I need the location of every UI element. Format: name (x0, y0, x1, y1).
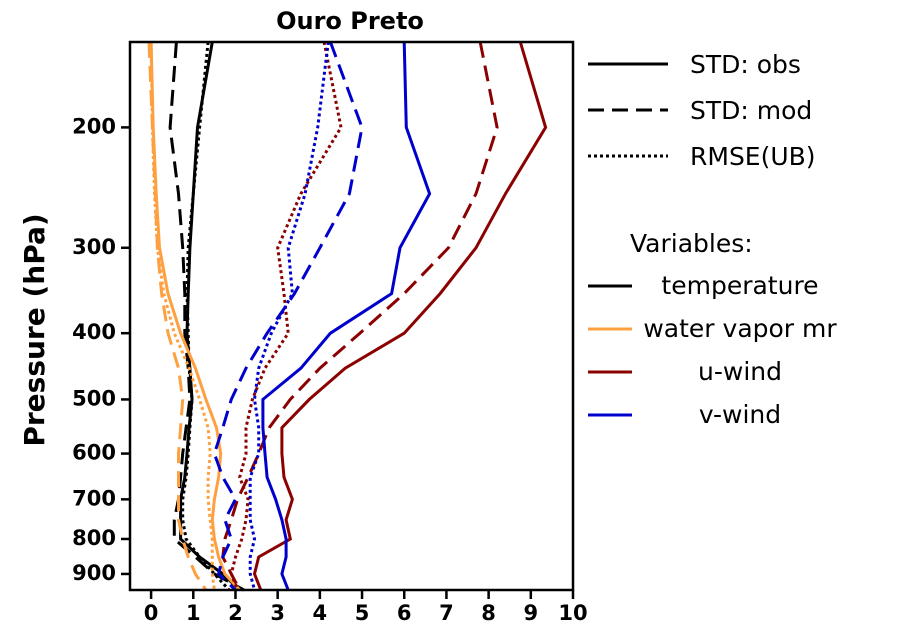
series-line (149, 41, 241, 592)
y-tick-label: 900 (72, 561, 116, 585)
y-axis-label: Pressure (hPa) (18, 213, 51, 446)
legend-style-label: RMSE(UB) (690, 142, 816, 171)
series-line (147, 41, 208, 591)
x-tick-label: 2 (228, 601, 243, 624)
x-tick-label: 6 (397, 601, 412, 624)
x-tick-label: 1 (186, 601, 201, 624)
legend-style-label: STD: obs (690, 50, 801, 79)
x-tick-label: 9 (523, 601, 538, 624)
legend-variable-label: water vapor mr (643, 314, 837, 343)
series-line (212, 41, 364, 592)
series-line (149, 41, 216, 591)
y-tick-label: 800 (72, 526, 116, 550)
y-tick-label: 300 (72, 235, 116, 259)
x-tick-label: 0 (144, 601, 159, 624)
series-line (221, 41, 499, 591)
y-tick-label: 500 (72, 386, 116, 410)
series-line (181, 41, 231, 592)
x-tick-label: 5 (355, 601, 370, 624)
legend-variable-label: u-wind (698, 357, 782, 386)
series-line (229, 41, 343, 591)
legend-title: Variables: (630, 229, 753, 258)
y-tick-label: 400 (72, 320, 116, 344)
legend-variable-label: temperature (661, 271, 818, 300)
series-line (252, 41, 548, 591)
x-tick-label: 4 (313, 601, 328, 624)
chart-title: Ouro Preto (276, 7, 424, 35)
x-tick-label: 3 (270, 601, 285, 624)
series-line (261, 41, 432, 591)
x-tick-label: 10 (558, 601, 587, 624)
series-line (248, 41, 330, 591)
y-tick-label: 700 (72, 486, 116, 510)
x-tick-label: 8 (481, 601, 496, 624)
x-tick-label: 7 (439, 601, 454, 624)
series-line (168, 41, 245, 592)
y-tick-label: 600 (72, 441, 116, 465)
plot-frame (128, 40, 575, 592)
legend-variable-label: v-wind (699, 400, 781, 429)
legend-style-label: STD: mod (690, 96, 812, 125)
y-tick-label: 200 (72, 114, 116, 138)
